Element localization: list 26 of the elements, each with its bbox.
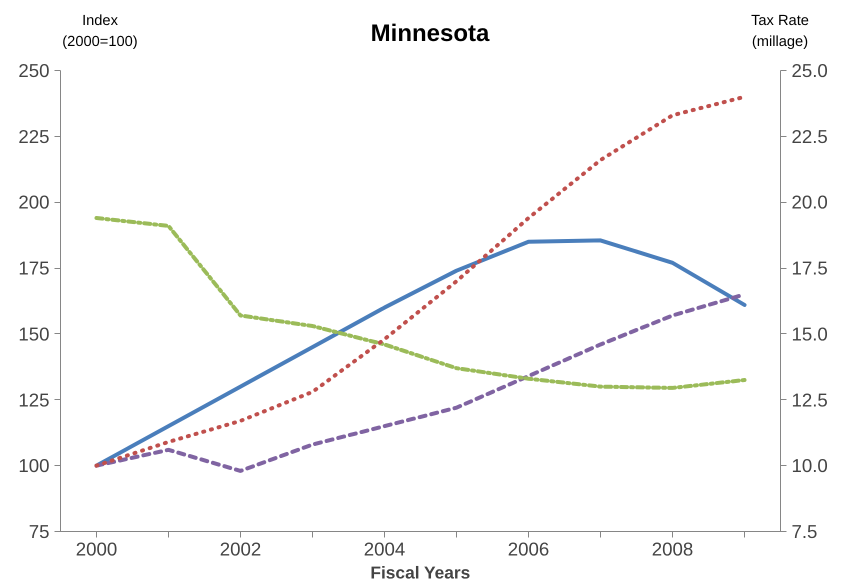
y2-tick-label: 12.5 xyxy=(792,389,828,410)
y2-tick-label: 7.5 xyxy=(792,521,818,542)
y-tick-label: 125 xyxy=(18,389,50,410)
x-tick-label: 2002 xyxy=(220,538,262,560)
y-tick-label: 225 xyxy=(18,126,50,147)
y2-tick-label: 20.0 xyxy=(792,192,828,213)
y-tick-label: 100 xyxy=(18,455,50,476)
y2-axis-title: Tax Rate (millage) xyxy=(751,12,809,52)
y2-tick-label: 15.0 xyxy=(792,323,828,344)
y-tick-label: 150 xyxy=(18,323,50,344)
y-tick-label: 250 xyxy=(18,60,50,81)
x-tick-label: 2000 xyxy=(76,538,118,560)
x-tick-label: 2008 xyxy=(652,538,694,560)
y-tick-label: 200 xyxy=(18,192,50,213)
y-axis-title: Index (2000=100) xyxy=(62,12,138,52)
y-tick-label: 175 xyxy=(18,258,50,279)
line-series xyxy=(94,216,746,390)
y2-tick-label: 10.0 xyxy=(792,455,828,476)
y2-tick-label: 25.0 xyxy=(792,60,828,81)
x-tick-label: 2004 xyxy=(364,538,406,560)
x-axis-title: Fiscal Years xyxy=(370,562,470,581)
y2-tick-label: 22.5 xyxy=(792,126,828,147)
chart-title: Minnesota xyxy=(370,19,490,49)
x-tick-label: 2006 xyxy=(508,538,550,560)
y-tick-label: 75 xyxy=(28,521,50,542)
y2-tick-label: 17.5 xyxy=(792,258,828,279)
